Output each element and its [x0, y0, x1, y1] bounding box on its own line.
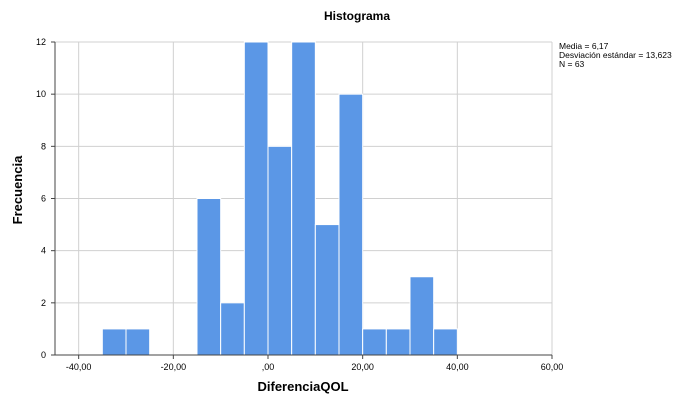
x-tick-label: -40,00 — [66, 362, 92, 372]
histogram-bar — [196, 198, 222, 356]
x-tick-label: 20,00 — [351, 362, 374, 372]
histogram-bar — [409, 276, 435, 356]
x-tick-label: -20,00 — [161, 362, 187, 372]
stat-n: N = 63 — [559, 59, 585, 69]
y-tick-label: 6 — [41, 194, 46, 204]
y-tick-label: 8 — [41, 141, 46, 151]
histogram-bar — [433, 328, 458, 356]
x-tick-label: 60,00 — [541, 362, 564, 372]
stat-mean: Media = 6,17 — [559, 41, 609, 51]
x-tick-labels: -40,00 -20,00 ,00 20,00 40,00 60,00 — [66, 355, 563, 372]
histogram-bar — [314, 224, 340, 356]
y-axis-label: Frecuencia — [10, 155, 25, 224]
histogram-bar — [291, 41, 316, 356]
y-tick-label: 4 — [41, 246, 46, 256]
chart-title: Histograma — [324, 9, 390, 23]
histogram-bar — [125, 328, 151, 356]
statistics-annotation: Media = 6,17 Desviación estándar = 13,62… — [559, 42, 672, 69]
stat-std-dev: Desviación estándar = 13,623 — [559, 50, 672, 60]
histogram-bar — [220, 302, 245, 356]
histogram-bar — [101, 328, 127, 356]
histogram-bar — [243, 41, 269, 356]
x-tick-label: ,00 — [262, 362, 275, 372]
histogram-bar — [338, 93, 364, 356]
y-tick-labels: 0 2 4 6 8 10 12 — [36, 37, 55, 360]
y-tick-label: 2 — [41, 298, 46, 308]
histogram-bar — [267, 145, 293, 356]
y-tick-label: 12 — [36, 37, 46, 47]
x-tick-label: 40,00 — [446, 362, 469, 372]
histogram-bar — [385, 328, 411, 356]
y-tick-label: 0 — [41, 350, 46, 360]
y-tick-label: 10 — [36, 89, 46, 99]
x-axis-label: DiferenciaQOL — [257, 379, 348, 394]
histogram-bar — [362, 328, 387, 356]
